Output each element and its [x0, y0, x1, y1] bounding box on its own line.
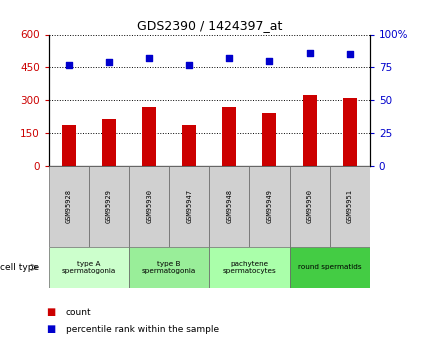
- Bar: [289, 247, 370, 288]
- Bar: [89, 166, 129, 247]
- Bar: [169, 166, 209, 247]
- Text: ■: ■: [46, 325, 56, 334]
- Bar: [343, 98, 357, 166]
- Point: [186, 62, 193, 67]
- Point: [266, 58, 273, 63]
- Text: type B
spermatogonia: type B spermatogonia: [142, 261, 196, 274]
- Bar: [182, 125, 196, 166]
- Text: GSM95947: GSM95947: [186, 189, 192, 223]
- Text: cell type: cell type: [0, 263, 40, 272]
- Bar: [209, 247, 289, 288]
- Bar: [62, 125, 76, 166]
- Bar: [303, 95, 317, 166]
- Text: GSM95928: GSM95928: [66, 189, 72, 223]
- Bar: [209, 166, 249, 247]
- Text: GSM95951: GSM95951: [347, 189, 353, 223]
- Text: GSM95948: GSM95948: [227, 189, 232, 223]
- Text: ■: ■: [46, 307, 56, 317]
- Bar: [142, 107, 156, 166]
- Bar: [263, 113, 277, 166]
- Point: [346, 51, 353, 57]
- Title: GDS2390 / 1424397_at: GDS2390 / 1424397_at: [136, 19, 282, 32]
- Text: round spermatids: round spermatids: [298, 264, 361, 270]
- Point: [226, 55, 233, 61]
- Bar: [102, 119, 116, 166]
- Text: type A
spermatogonia: type A spermatogonia: [62, 261, 116, 274]
- Text: GSM95949: GSM95949: [266, 189, 272, 223]
- Bar: [222, 107, 236, 166]
- Point: [65, 62, 72, 67]
- Bar: [289, 166, 330, 247]
- Text: count: count: [66, 308, 91, 317]
- Text: GSM95950: GSM95950: [306, 189, 312, 223]
- Text: pachytene
spermatocytes: pachytene spermatocytes: [223, 261, 276, 274]
- Point: [106, 59, 113, 65]
- Text: GSM95929: GSM95929: [106, 189, 112, 223]
- Text: GSM95930: GSM95930: [146, 189, 152, 223]
- Text: percentile rank within the sample: percentile rank within the sample: [66, 325, 219, 334]
- Bar: [49, 166, 89, 247]
- Bar: [129, 247, 209, 288]
- Bar: [49, 247, 129, 288]
- Bar: [249, 166, 289, 247]
- Point: [146, 55, 153, 61]
- Point: [306, 50, 313, 56]
- Bar: [129, 166, 169, 247]
- Bar: [330, 166, 370, 247]
